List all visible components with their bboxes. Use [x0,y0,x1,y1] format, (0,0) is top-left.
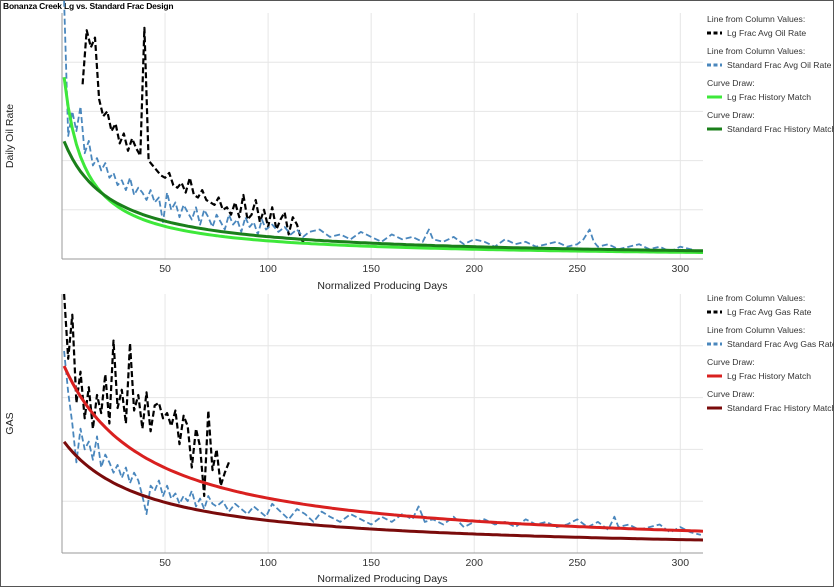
gas-plot: 50 100 150 200 250 300 Normalized Producing Da… [4,293,703,585]
legend-row: Lg Frac History Match [707,369,834,383]
legend-swatch [707,342,722,346]
gas-x-tick-label: 200 [465,557,483,569]
gas-series-lg-frac-avg-gas-rate [63,293,230,498]
oil-x-tick-label: 50 [159,263,171,275]
legend-caption: Line from Column Values: [707,325,806,335]
legend-row: Lg Frac History Match [707,90,834,104]
legend-caption: Line from Column Values: [707,293,806,303]
oil-legend: Line from Column Values: Lg Frac Avg Oil … [707,13,834,141]
legend-swatch [707,310,722,314]
legend-entry: Line from Column Values: Lg Frac Avg Gas … [707,292,834,324]
gas-series-lg-frac-history-match [62,365,703,533]
gas-x-tick-label: 150 [362,557,380,569]
legend-caption: Curve Draw: [707,357,755,367]
gas-x-tick-label: 300 [672,557,690,569]
gas-legend: Line from Column Values: Lg Frac Avg Gas … [707,292,834,420]
oil-plot: 50 100 150 200 250 300 Normalized Producing Da… [4,0,703,292]
gas-x-tick-label: 50 [159,557,171,569]
legend-caption: Line from Column Values: [707,14,806,24]
legend-label: Standard Frac History Match [727,124,834,134]
oil-y-axis-label: Daily Oil Rate [4,104,16,168]
oil-x-tick-label: 200 [465,263,483,275]
legend-swatch [707,127,722,131]
legend-label: Standard Frac Avg Gas Rate [727,339,834,349]
legend-entry: Line from Column Values: Standard Frac Av… [707,45,834,77]
oil-x-tick-label: 250 [569,263,587,275]
legend-caption: Curve Draw: [707,389,755,399]
legend-entry: Line from Column Values: Lg Frac Avg Oil … [707,13,834,45]
legend-label: Lg Frac History Match [727,371,812,381]
legend-row: Standard Frac History Match [707,401,834,415]
oil-series-group [62,0,703,254]
legend-entry: Curve Draw: Standard Frac History Match [707,109,834,141]
oil-x-tick-label: 300 [672,263,690,275]
gas-x-axis-label: Normalized Producing Days [317,573,447,585]
legend-swatch [707,63,722,67]
oil-series-lg-frac-history-match [62,76,703,254]
legend-row: Standard Frac History Match [707,122,834,136]
oil-series-standard-frac-avg-oil-rate [63,0,702,253]
legend-swatch [707,406,722,410]
legend-entry: Curve Draw: Standard Frac History Match [707,388,834,420]
legend-label: Lg Frac Avg Gas Rate [727,307,812,317]
oil-x-tick-label: 150 [362,263,380,275]
oil-x-axis-label: Normalized Producing Days [317,280,447,292]
legend-swatch [707,374,722,378]
legend-caption: Curve Draw: [707,110,755,120]
legend-caption: Curve Draw: [707,78,755,88]
legend-row: Standard Frac Avg Gas Rate [707,337,834,351]
legend-swatch [707,95,722,99]
page-title: Bonanza Creek Lg vs. Standard Frac Desig… [3,1,174,11]
legend-swatch [707,31,722,35]
legend-row: Standard Frac Avg Oil Rate [707,58,834,72]
gas-series-standard-frac-avg-gas-rate [63,350,702,536]
legend-entry: Curve Draw: Lg Frac History Match [707,77,834,109]
legend-entry: Line from Column Values: Standard Frac Av… [707,324,834,356]
gas-series-group [62,293,703,542]
legend-entry: Curve Draw: Lg Frac History Match [707,356,834,388]
legend-label: Standard Frac Avg Oil Rate [727,60,832,70]
gas-series-standard-frac-history-match [62,440,703,542]
oil-series-standard-frac-history-match [62,140,703,253]
gas-x-tick-label: 100 [259,557,277,569]
legend-row: Lg Frac Avg Oil Rate [707,26,834,40]
legend-caption: Line from Column Values: [707,46,806,56]
legend-row: Lg Frac Avg Gas Rate [707,305,834,319]
gas-y-axis-label: GAS [4,412,16,434]
legend-label: Lg Frac History Match [727,92,812,102]
oil-x-tick-label: 100 [259,263,277,275]
legend-label: Standard Frac History Match [727,403,834,413]
gas-x-tick-label: 250 [569,557,587,569]
legend-label: Lg Frac Avg Oil Rate [727,28,807,38]
